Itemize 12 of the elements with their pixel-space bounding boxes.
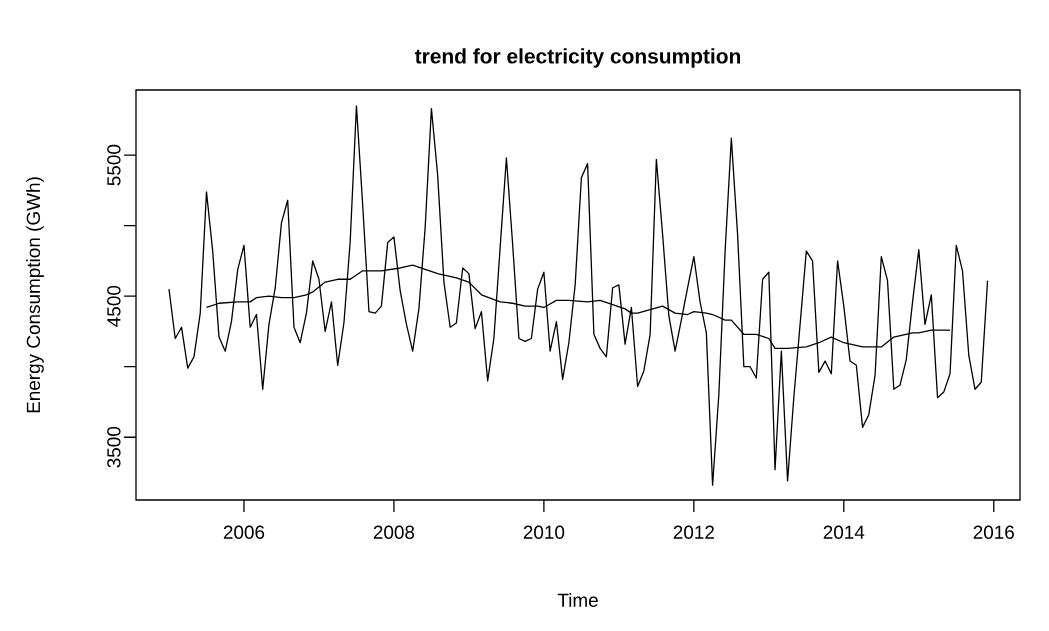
- x-tick-label: 2010: [523, 525, 565, 539]
- x-tick-label: 2006: [223, 525, 265, 539]
- y-axis-title: Energy Consumption (GWh): [26, 177, 44, 413]
- y-tick-label: 3500: [107, 426, 121, 468]
- chart-title: trend for electricity consumption: [414, 48, 741, 68]
- x-tick-label: 2014: [823, 525, 865, 539]
- x-tick-label: 2016: [973, 525, 1014, 539]
- x-tick-label: 2008: [373, 525, 415, 539]
- x-tick-label: 2012: [673, 525, 714, 539]
- x-axis-title: Time: [557, 593, 598, 607]
- y-tick-label: 4500: [107, 285, 121, 327]
- y-tick-label: 5500: [107, 144, 121, 186]
